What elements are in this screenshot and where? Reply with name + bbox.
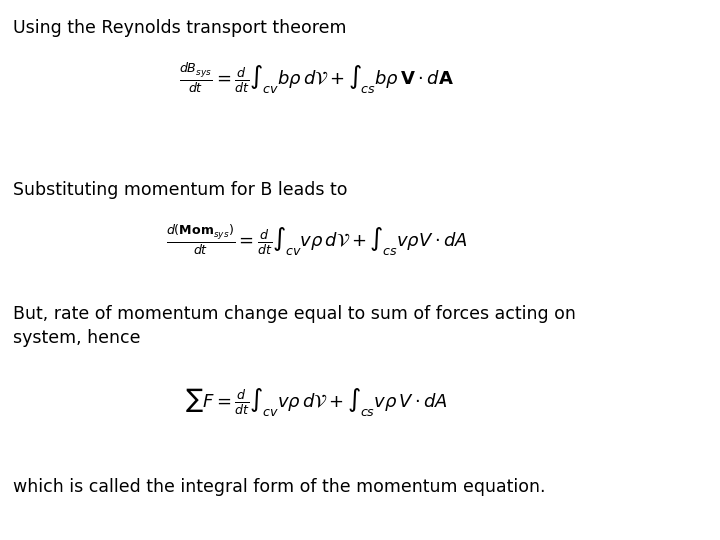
Text: Substituting momentum for B leads to: Substituting momentum for B leads to <box>13 181 348 199</box>
Text: $\sum F = \frac{d}{dt}\int_{cv} v\rho\, d\mathcal{V} + \int_{cs} v\rho\, V \cdot: $\sum F = \frac{d}{dt}\int_{cv} v\rho\, … <box>185 386 449 418</box>
Text: Using the Reynolds transport theorem: Using the Reynolds transport theorem <box>13 19 346 37</box>
Text: $\frac{d(\mathbf{Mom}_{sys})}{dt} = \frac{d}{dt}\int_{cv} v\rho\, d\mathcal{V} +: $\frac{d(\mathbf{Mom}_{sys})}{dt} = \fra… <box>166 223 468 258</box>
Text: which is called the integral form of the momentum equation.: which is called the integral form of the… <box>13 478 546 496</box>
Text: But, rate of momentum change equal to sum of forces acting on
system, hence: But, rate of momentum change equal to su… <box>13 305 576 347</box>
Text: $\frac{dB_{sys}}{dt} = \frac{d}{dt}\int_{cv} b\rho\, d\mathcal{V} + \int_{cs} b\: $\frac{dB_{sys}}{dt} = \frac{d}{dt}\int_… <box>179 61 454 96</box>
